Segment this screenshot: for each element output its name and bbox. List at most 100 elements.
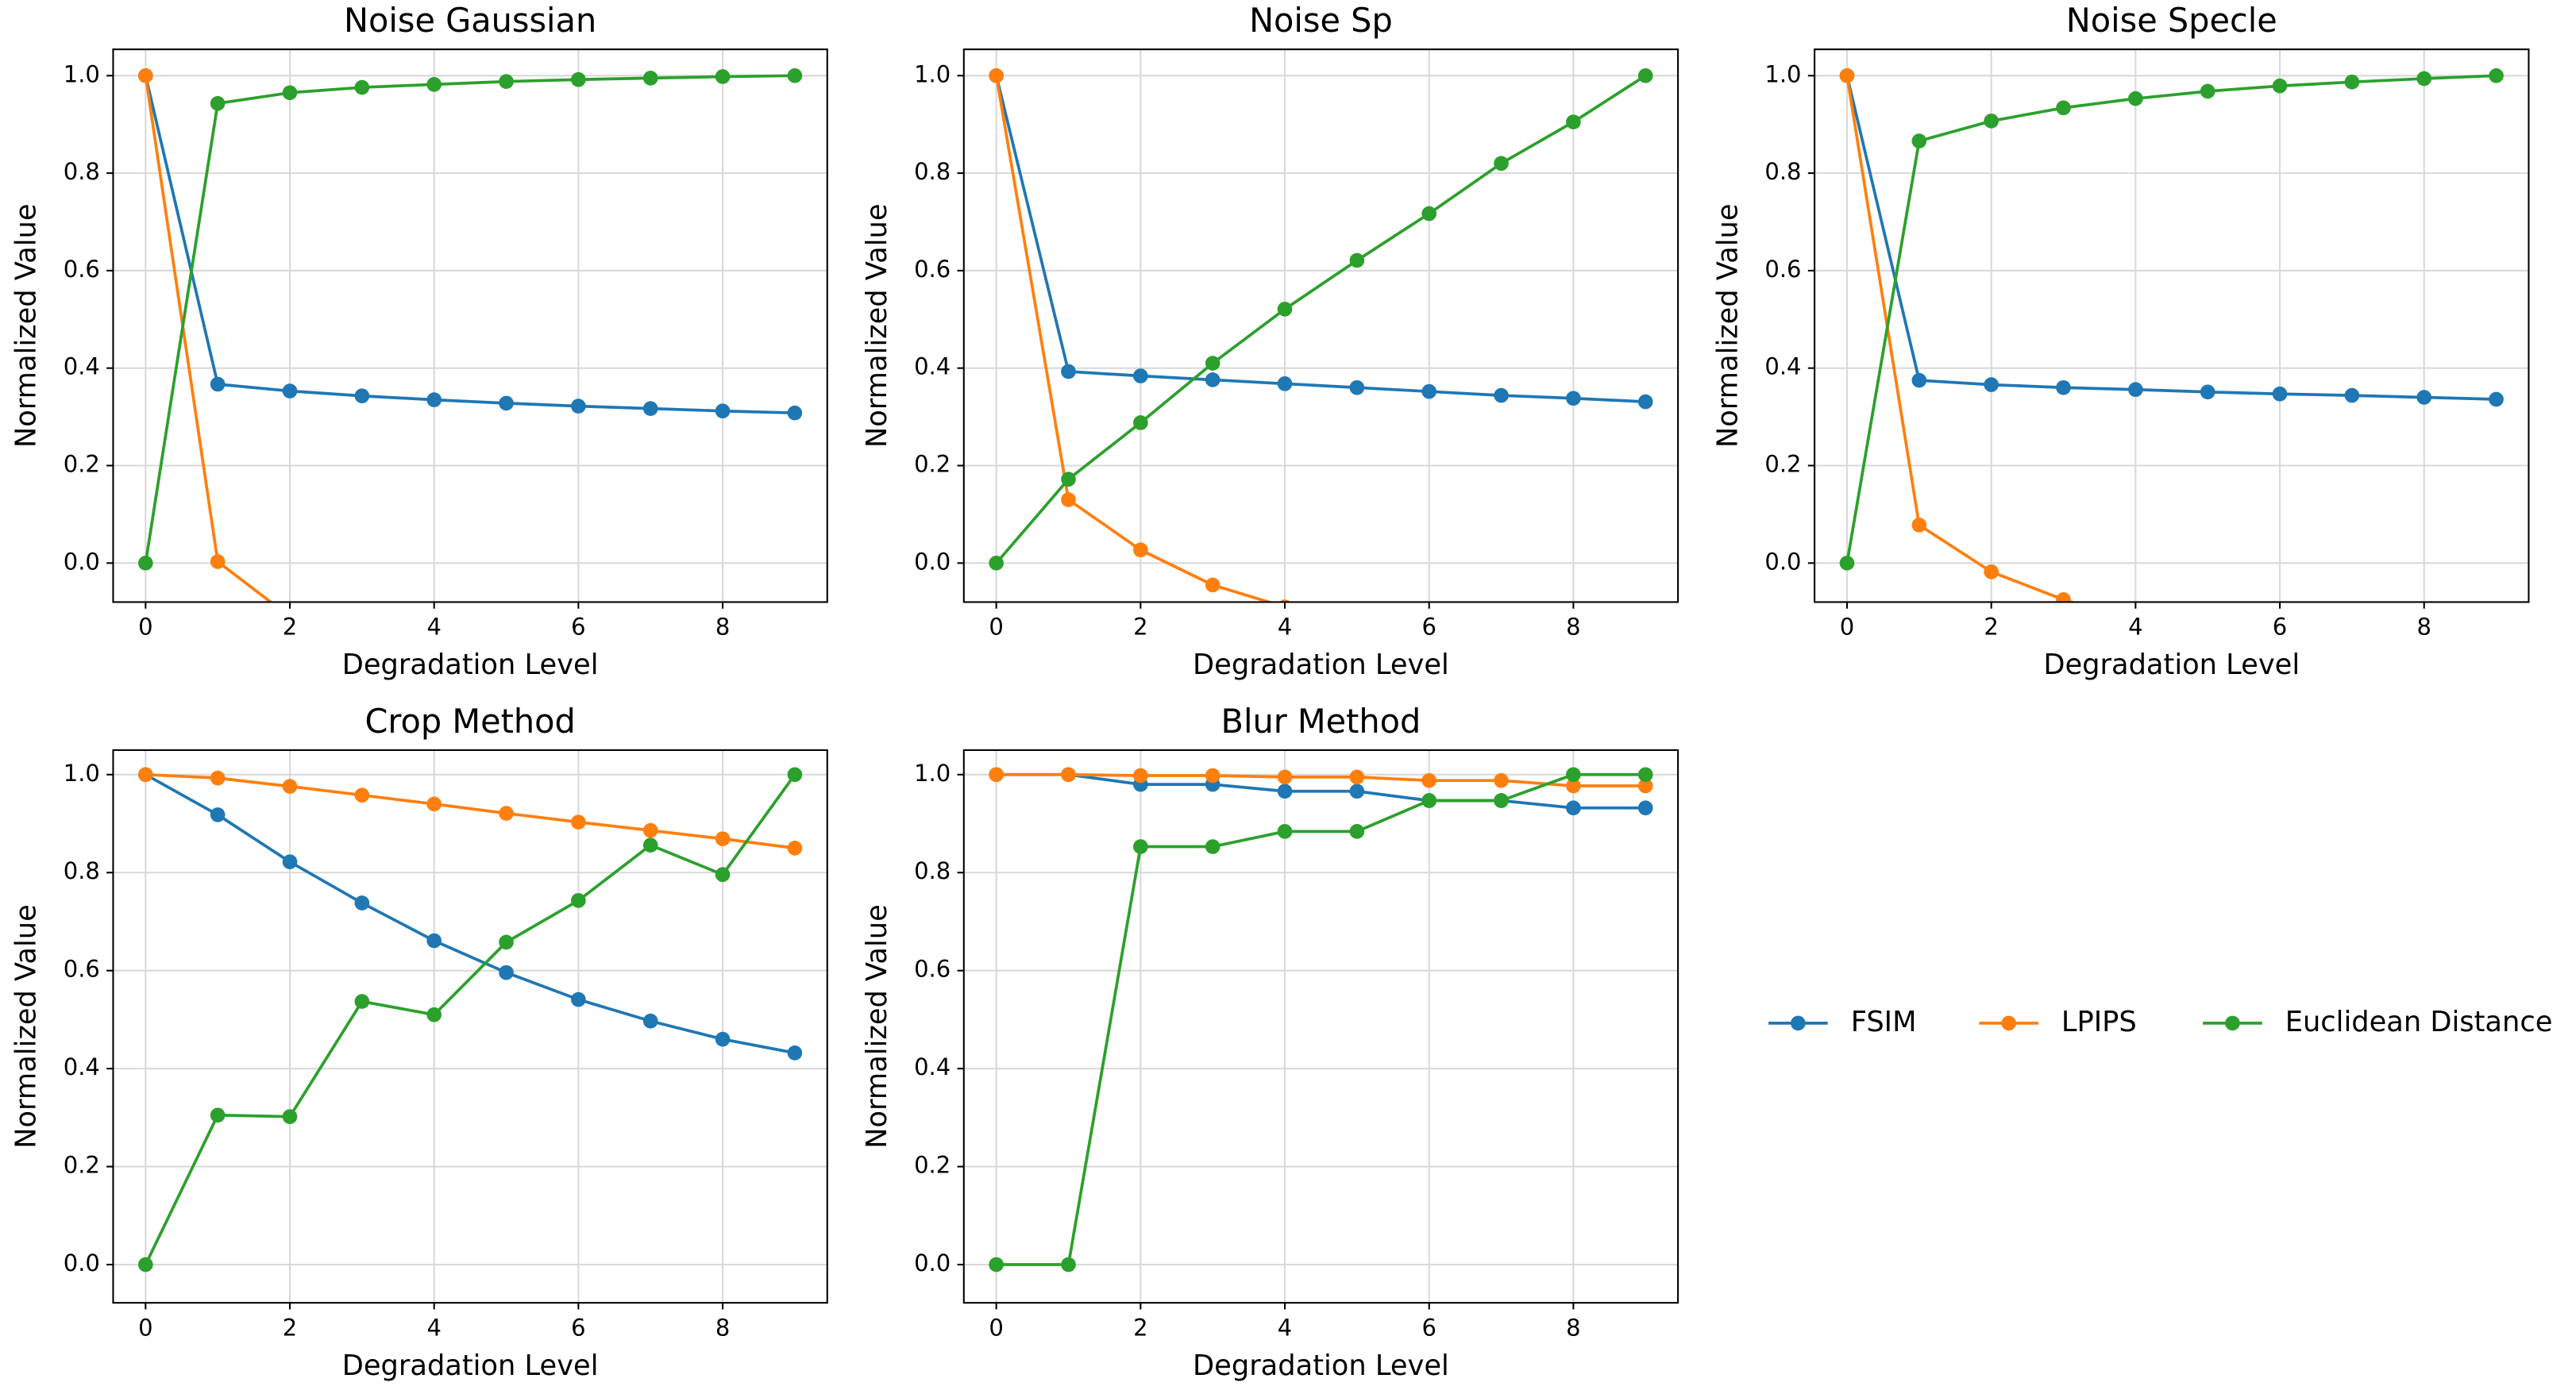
y-tick-label: 0.2 [64, 451, 100, 478]
x-axis-label: Degradation Level [1193, 1350, 1449, 1382]
y-tick-label: 0.0 [914, 1249, 951, 1276]
marker [1277, 784, 1293, 799]
marker [2416, 683, 2431, 698]
axes-frame [1814, 48, 2530, 603]
x-tick-label: 4 [426, 614, 441, 641]
marker [499, 74, 514, 90]
marker [2200, 633, 2215, 649]
y-tick-label: 0.8 [914, 857, 951, 884]
marker [499, 395, 514, 411]
marker [210, 807, 226, 822]
x-tick-label: 4 [426, 1314, 441, 1341]
marker [1350, 619, 1365, 634]
marker [426, 1007, 442, 1022]
x-tick-label: 6 [1421, 1314, 1436, 1341]
marker [787, 1045, 803, 1061]
marker [1566, 114, 1581, 129]
x-tick-label: 6 [2273, 614, 2287, 641]
x-tick-label: 6 [1421, 614, 1436, 641]
x-axis-label: Degradation Level [2043, 649, 2300, 681]
marker [642, 822, 658, 838]
marker [1133, 368, 1148, 383]
y-tick-label: 0.2 [1764, 451, 1801, 478]
marker [643, 780, 658, 795]
y-tick-label: 0.4 [64, 1053, 100, 1080]
marker [210, 95, 226, 111]
marker [2345, 668, 2360, 683]
marker [1349, 769, 1365, 785]
series-line [996, 772, 1646, 810]
x-tick-label: 0 [138, 614, 152, 641]
marker [1061, 1257, 1076, 1273]
marker [571, 399, 586, 414]
marker [1349, 784, 1365, 799]
x-tick-label: 0 [138, 1314, 152, 1341]
y-axis-label: Normalized Value [10, 904, 43, 1149]
marker [1061, 472, 1076, 487]
marker [1277, 824, 1293, 839]
marker [1205, 577, 1221, 593]
marker [1205, 768, 1221, 784]
legend-label: Euclidean Distance [2285, 1006, 2553, 1038]
marker [1566, 767, 1581, 783]
marker [354, 895, 370, 911]
y-tick-label: 0.4 [914, 353, 951, 380]
marker [2416, 390, 2432, 405]
x-tick-label: 2 [1984, 614, 1998, 641]
marker [499, 965, 514, 980]
x-tick-label: 4 [1278, 614, 1292, 641]
y-tick-label: 1.0 [914, 60, 951, 87]
series-line [996, 772, 1646, 1266]
y-tick-label: 0.4 [914, 1053, 951, 1080]
marker [1984, 377, 1999, 392]
y-tick-label: 0.0 [914, 548, 951, 575]
marker [210, 554, 226, 569]
marker [282, 85, 298, 101]
marker [715, 403, 731, 419]
marker [787, 841, 803, 856]
marker [1637, 778, 1653, 794]
marker [282, 1109, 298, 1124]
marker [138, 555, 153, 571]
axes-frame [962, 749, 1679, 1304]
plot-area [138, 67, 803, 795]
y-tick-label: 0.6 [1764, 256, 1801, 283]
plot-area [138, 767, 803, 1273]
marker [1566, 668, 1581, 683]
series-line [994, 75, 1275, 603]
marker [1638, 683, 1653, 698]
y-tick-label: 0.8 [64, 857, 100, 884]
marker [2344, 74, 2360, 90]
marker [1637, 800, 1653, 816]
x-tick-label: 2 [283, 614, 297, 641]
chart-title: Noise Sp [1249, 2, 1393, 40]
marker [1205, 356, 1221, 371]
y-tick-label: 1.0 [914, 760, 951, 787]
legend-marker [2225, 1015, 2240, 1031]
y-tick-label: 0.2 [64, 1152, 100, 1179]
marker [1421, 383, 1437, 399]
axes-frame [112, 48, 828, 603]
marker [2416, 71, 2432, 87]
axes-frame [962, 48, 1679, 603]
marker [1133, 839, 1148, 854]
marker [642, 837, 658, 853]
x-tick-label: 8 [715, 614, 730, 641]
marker [642, 1013, 658, 1029]
x-axis-label: Degradation Level [1193, 649, 1449, 681]
marker [1421, 772, 1437, 788]
marker [282, 854, 298, 869]
marker [210, 1107, 226, 1123]
marker [989, 67, 1004, 83]
marker [2489, 697, 2504, 712]
marker [1637, 767, 1653, 783]
marker [138, 67, 153, 83]
marker [1421, 206, 1437, 221]
marker [787, 767, 803, 783]
marker [989, 555, 1004, 571]
legend-label: LPIPS [2061, 1006, 2137, 1038]
marker [989, 1257, 1004, 1273]
marker [1839, 555, 1855, 571]
marker [210, 770, 226, 786]
